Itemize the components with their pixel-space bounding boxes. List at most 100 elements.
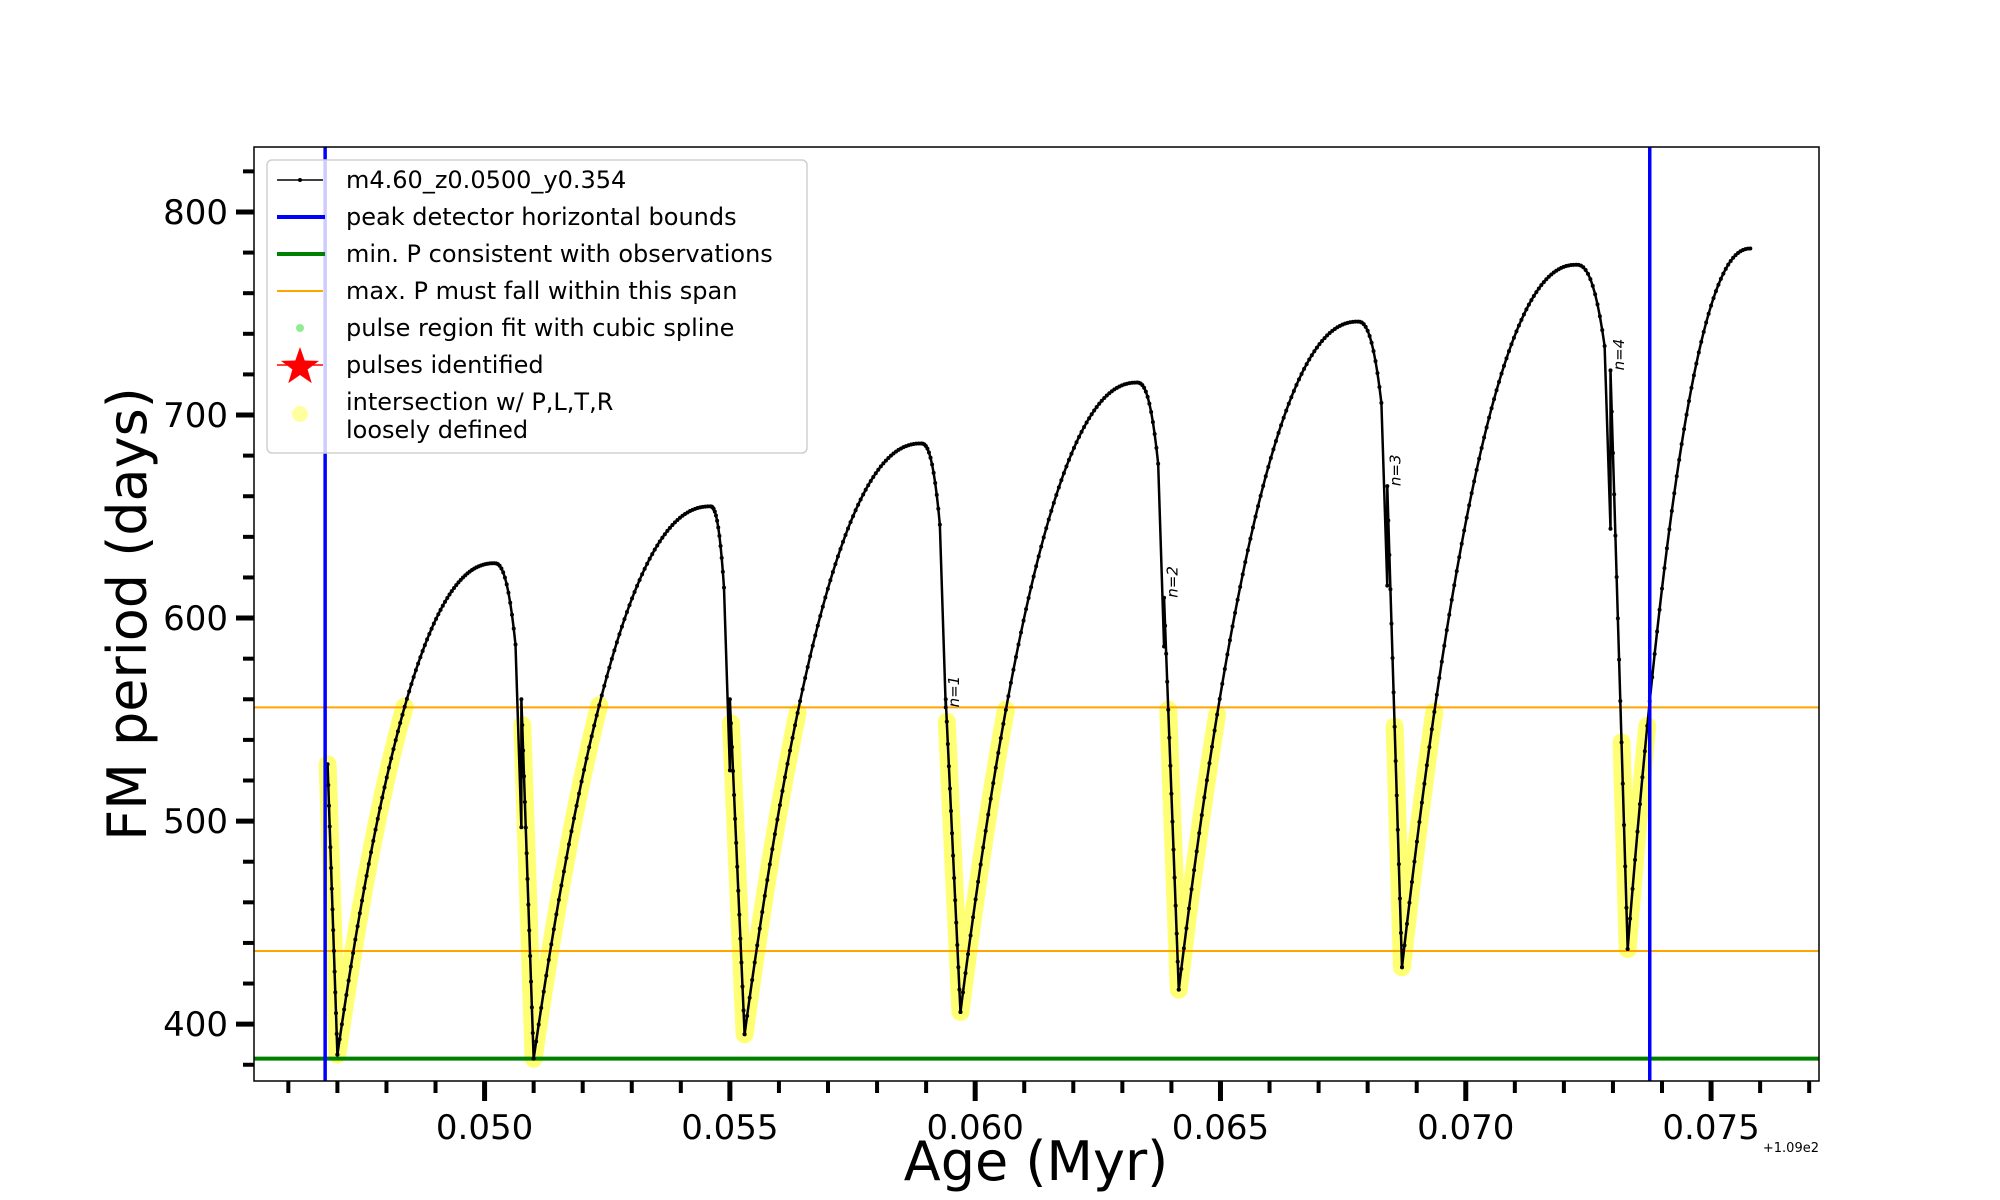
series-point [1046, 517, 1051, 522]
series-point [400, 712, 405, 717]
series-point [609, 656, 614, 661]
series-point [851, 514, 856, 519]
series-point [732, 792, 737, 797]
series-point [577, 791, 582, 796]
series-point [1181, 946, 1186, 951]
series-point [968, 933, 973, 938]
annotations: n=1 n=2 n=3 n=4 [945, 339, 1628, 708]
series-point [551, 927, 556, 932]
series-point [373, 827, 378, 832]
series-point [1243, 560, 1248, 565]
series-point [1502, 363, 1507, 368]
series-point [1682, 427, 1687, 432]
series-point [1273, 438, 1278, 443]
series-point [1623, 864, 1628, 869]
series-point [1056, 485, 1061, 490]
series-point [719, 555, 724, 560]
pulse-annotation: n=3 [1387, 454, 1405, 486]
series-point [1256, 504, 1261, 509]
series-point [795, 711, 800, 716]
series-point [1593, 292, 1598, 297]
series-point [404, 696, 409, 701]
series-point [389, 756, 394, 761]
series-point [1253, 514, 1258, 519]
series-point [1660, 586, 1665, 591]
series-point [925, 446, 930, 451]
highlight-region [1159, 700, 1227, 999]
series-point [1271, 447, 1276, 452]
series-point [1662, 566, 1667, 571]
series-point [737, 912, 742, 917]
series-point [1215, 712, 1220, 717]
series-point [431, 621, 436, 626]
series-point [1407, 900, 1412, 905]
series-point [1379, 400, 1384, 405]
series-point [952, 875, 957, 880]
series-point [729, 745, 734, 750]
series-point [1511, 335, 1516, 340]
series-point [1150, 420, 1155, 425]
series-point [395, 729, 400, 734]
series-point [928, 455, 933, 460]
series-point [1637, 802, 1642, 807]
series-point [504, 582, 509, 587]
series-point [342, 1007, 347, 1012]
series-point [1202, 795, 1207, 800]
series-point [411, 675, 416, 680]
series-point [878, 464, 883, 469]
series-point [871, 474, 876, 479]
series-point [998, 736, 1003, 741]
legend-item: pulse region fit with cubic spline [296, 314, 734, 342]
series-point [1281, 415, 1286, 420]
series-point [1393, 759, 1398, 764]
series-point [1615, 616, 1620, 621]
series-point [1291, 388, 1296, 393]
series-point [863, 487, 868, 492]
series-point [835, 554, 840, 559]
series-point [934, 492, 939, 497]
series-point [720, 569, 725, 574]
series-point [858, 497, 863, 502]
series-point [1317, 342, 1322, 347]
series-point [539, 1005, 544, 1010]
series-point [1664, 546, 1669, 551]
series-point [1417, 819, 1422, 824]
series-point [529, 1005, 534, 1010]
series-point [509, 612, 514, 617]
series-point [1001, 721, 1006, 726]
series-point [805, 664, 810, 669]
series-point [554, 912, 559, 917]
series-point [717, 533, 722, 538]
series-point [762, 893, 767, 898]
series-point [1477, 456, 1482, 461]
series-point [1614, 575, 1619, 580]
series-point [647, 556, 652, 561]
x-tick-label: 0.065 [1172, 1108, 1269, 1148]
series-point [825, 586, 830, 591]
series-point [1167, 735, 1172, 740]
series-point [328, 845, 333, 850]
series-point [1619, 740, 1624, 745]
series-point [1233, 610, 1238, 615]
series-point [1689, 385, 1694, 390]
series-point [1726, 262, 1731, 267]
series-point [1013, 654, 1018, 659]
series-point [815, 623, 820, 628]
series-point [1595, 302, 1600, 307]
series-point [1222, 666, 1227, 671]
series-point [1074, 440, 1079, 445]
series-point [1227, 638, 1232, 643]
series-point [1395, 827, 1400, 832]
legend-item: peak detector horizontal bounds [277, 203, 737, 231]
series-point [1704, 320, 1709, 325]
series-point [1602, 343, 1607, 348]
series-point [1642, 749, 1647, 754]
series-point [810, 643, 815, 648]
series-point [1497, 379, 1502, 384]
series-point [1404, 921, 1409, 926]
series-point [948, 808, 953, 813]
series-point [614, 640, 619, 645]
series-point [561, 869, 566, 874]
series-point [662, 532, 667, 537]
series-point [1377, 384, 1382, 389]
